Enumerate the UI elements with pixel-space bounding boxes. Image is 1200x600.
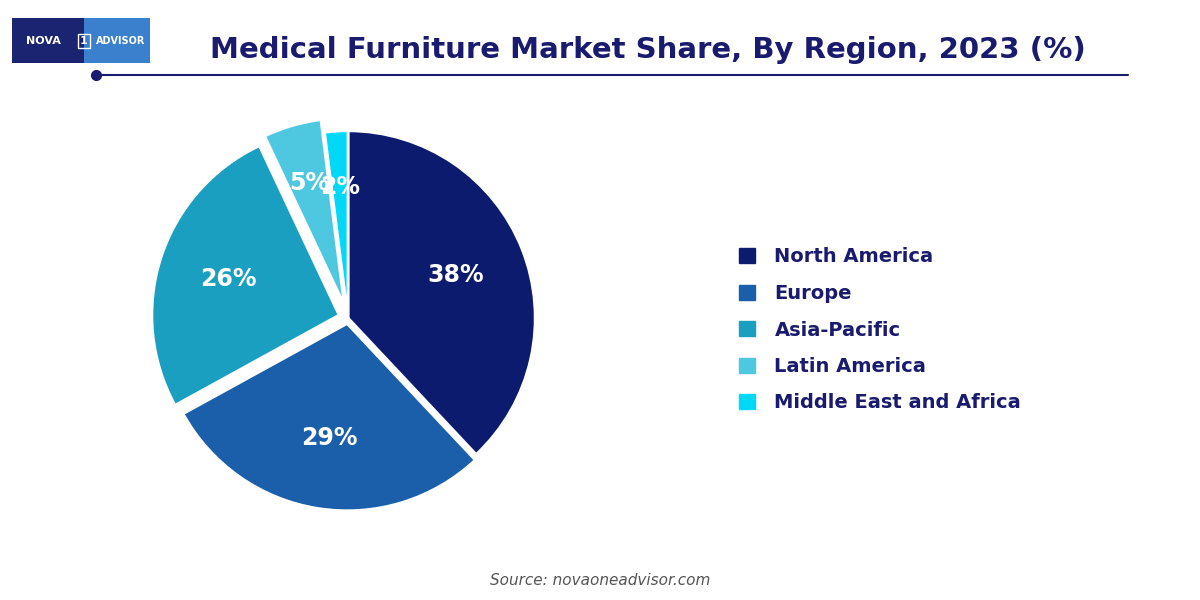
Text: 38%: 38% <box>427 263 485 287</box>
Wedge shape <box>324 131 348 318</box>
FancyBboxPatch shape <box>84 18 150 63</box>
Text: Medical Furniture Market Share, By Region, 2023 (%): Medical Furniture Market Share, By Regio… <box>210 36 1086 64</box>
Wedge shape <box>152 146 340 405</box>
Text: 5%: 5% <box>289 171 329 195</box>
Text: 2%: 2% <box>319 175 360 199</box>
Text: Source: novaoneadvisor.com: Source: novaoneadvisor.com <box>490 573 710 588</box>
FancyBboxPatch shape <box>12 18 84 63</box>
Text: ADVISOR: ADVISOR <box>96 35 145 46</box>
Text: 26%: 26% <box>200 267 257 291</box>
Wedge shape <box>348 131 535 454</box>
Text: 29%: 29% <box>301 426 358 450</box>
Text: 1: 1 <box>80 35 88 46</box>
Text: NOVA: NOVA <box>26 35 61 46</box>
Wedge shape <box>265 119 344 305</box>
Wedge shape <box>184 323 475 511</box>
Legend: North America, Europe, Asia-Pacific, Latin America, Middle East and Africa: North America, Europe, Asia-Pacific, Lat… <box>730 238 1031 422</box>
